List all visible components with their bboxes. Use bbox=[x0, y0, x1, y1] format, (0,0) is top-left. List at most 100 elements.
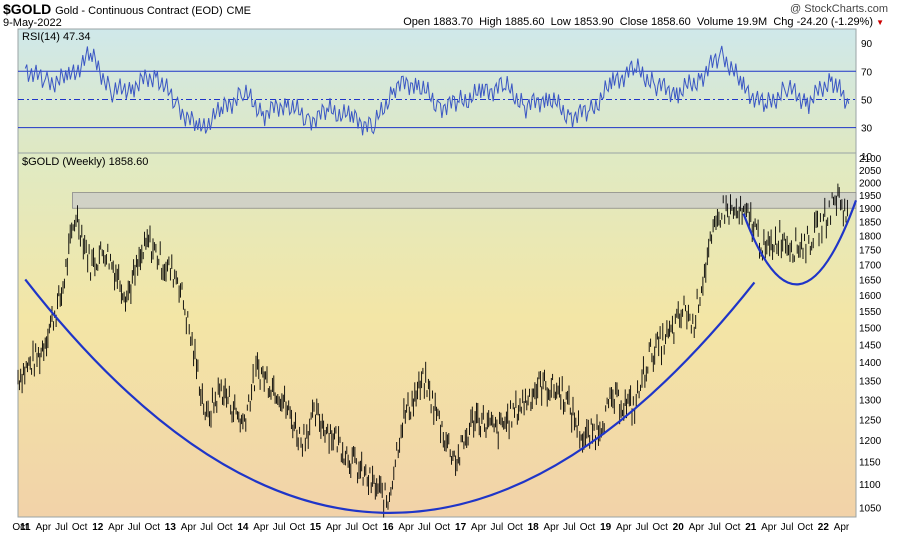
price-tick-label: 1600 bbox=[859, 291, 882, 302]
time-tick-label: Jul bbox=[418, 522, 431, 533]
price-bars bbox=[17, 183, 848, 518]
time-tick-label: Apr bbox=[108, 522, 124, 533]
time-tick-label: Oct bbox=[12, 522, 28, 533]
price-axis: 1050 1100 1150 1200 1250 1300 1350 1400 1450 1500… bbox=[859, 154, 882, 515]
rsi-tick-label: 50 bbox=[861, 95, 873, 106]
handle-arc bbox=[742, 199, 858, 286]
time-tick-label: 19 bbox=[600, 522, 612, 533]
close-label: Close bbox=[619, 16, 648, 28]
time-tick-label: 22 bbox=[818, 522, 830, 533]
time-tick-label: 17 bbox=[455, 522, 467, 533]
description: Gold - Continuous Contract (EOD) bbox=[55, 5, 223, 17]
price-tick-label: 1800 bbox=[859, 232, 882, 243]
ohlc-readout: Open 1883.70 High 1885.60 Low 1853.90 Cl… bbox=[403, 16, 884, 28]
time-tick-label: Oct bbox=[725, 522, 741, 533]
low-value: 1853.90 bbox=[573, 16, 614, 28]
rsi-tick-label: 70 bbox=[861, 67, 873, 78]
time-tick-label: 13 bbox=[165, 522, 177, 533]
time-tick-label: 20 bbox=[673, 522, 685, 533]
price-tick-label: 1100 bbox=[859, 480, 881, 491]
time-tick-label: Apr bbox=[326, 522, 342, 533]
price-tick-label: 1700 bbox=[859, 260, 882, 271]
resistance-band-group bbox=[72, 192, 857, 209]
time-tick-label: Jul bbox=[200, 522, 213, 533]
time-tick-label: Apr bbox=[616, 522, 632, 533]
price-tick-label: 1850 bbox=[859, 218, 882, 229]
volume-value: 19.9M bbox=[736, 16, 768, 28]
price-tick-label: 1950 bbox=[859, 191, 882, 202]
time-tick-label: Oct bbox=[217, 522, 233, 533]
time-tick-label: Apr bbox=[834, 522, 850, 533]
high-label: High bbox=[479, 16, 502, 28]
time-tick-label: Oct bbox=[507, 522, 523, 533]
down-triangle-icon: ▼ bbox=[876, 18, 884, 27]
price-tick-label: 2050 bbox=[859, 166, 882, 177]
chg-value: -24.20 (-1.29%) bbox=[796, 16, 874, 28]
time-tick-label: Jul bbox=[128, 522, 141, 533]
symbol: $GOLD bbox=[3, 1, 52, 17]
time-tick-label: Apr bbox=[543, 522, 559, 533]
exchange: CME bbox=[226, 5, 251, 17]
price-tick-label: 1050 bbox=[859, 503, 882, 514]
time-tick-label: Apr bbox=[689, 522, 705, 533]
price-tick-label: 1650 bbox=[859, 275, 882, 286]
time-tick-label: Apr bbox=[471, 522, 487, 533]
time-tick-label: Jul bbox=[55, 522, 68, 533]
time-tick-label: Oct bbox=[435, 522, 451, 533]
price-tick-label: 1300 bbox=[859, 396, 882, 407]
price-tick-label: 1500 bbox=[859, 323, 882, 334]
rsi-grid bbox=[18, 70, 856, 129]
rsi-panel-bg bbox=[17, 28, 857, 154]
price-tick-label: 2100 bbox=[859, 154, 882, 165]
time-tick-label: Apr bbox=[253, 522, 269, 533]
price-tick-label: 1550 bbox=[859, 307, 882, 318]
time-tick-label: Jul bbox=[636, 522, 649, 533]
price-tick-label: 1150 bbox=[859, 457, 881, 468]
rsi-line bbox=[24, 45, 850, 136]
time-tick-label: Oct bbox=[652, 522, 668, 533]
time-tick-label: 15 bbox=[310, 522, 322, 533]
rsi-tick-label: 30 bbox=[861, 124, 873, 135]
low-label: Low bbox=[550, 16, 571, 28]
time-tick-label: 14 bbox=[237, 522, 249, 533]
price-tick-label: 1350 bbox=[859, 377, 882, 388]
cup-arc bbox=[24, 278, 756, 514]
close-value: 1858.60 bbox=[650, 16, 691, 28]
price-tick-label: 1250 bbox=[859, 415, 882, 426]
time-tick-label: Apr bbox=[181, 522, 197, 533]
price-tick-label: 2000 bbox=[859, 178, 882, 189]
price-tick-label: 1400 bbox=[859, 358, 882, 369]
time-tick-label: Oct bbox=[144, 522, 160, 533]
time-tick-label: Oct bbox=[362, 522, 378, 533]
price-tick-label: 1450 bbox=[859, 341, 882, 352]
price-panel-bg bbox=[17, 152, 857, 518]
high-value: 1885.60 bbox=[504, 16, 545, 28]
rsi-label: RSI(14) 47.34 bbox=[22, 31, 90, 43]
rsi-tick-label: 10 bbox=[861, 152, 873, 163]
chart-title: $GOLD Gold - Continuous Contract (EOD) C… bbox=[3, 1, 251, 17]
time-tick-label: Jul bbox=[345, 522, 358, 533]
price-tick-label: 1900 bbox=[859, 204, 882, 215]
open-label: Open bbox=[403, 16, 431, 28]
time-tick-label: Apr bbox=[36, 522, 52, 533]
time-tick-label: 18 bbox=[528, 522, 540, 533]
price-tick-label: 1200 bbox=[859, 436, 882, 447]
time-tick-label: Jul bbox=[563, 522, 576, 533]
rsi-line-group bbox=[24, 45, 850, 136]
time-tick-label: Oct bbox=[797, 522, 813, 533]
time-tick-label: 16 bbox=[382, 522, 394, 533]
resistance-band bbox=[72, 192, 857, 209]
time-tick-label: Jul bbox=[781, 522, 794, 533]
time-tick-label: Jul bbox=[490, 522, 503, 533]
time-tick-label: Oct bbox=[72, 522, 88, 533]
open-value: 1883.70 bbox=[433, 16, 473, 28]
pattern-arcs bbox=[24, 199, 858, 514]
time-tick-label: Oct bbox=[580, 522, 596, 533]
time-tick-label: 11 bbox=[20, 522, 31, 533]
time-tick-label: Apr bbox=[398, 522, 414, 533]
time-tick-label: Jul bbox=[273, 522, 286, 533]
time-tick-label: Apr bbox=[761, 522, 777, 533]
